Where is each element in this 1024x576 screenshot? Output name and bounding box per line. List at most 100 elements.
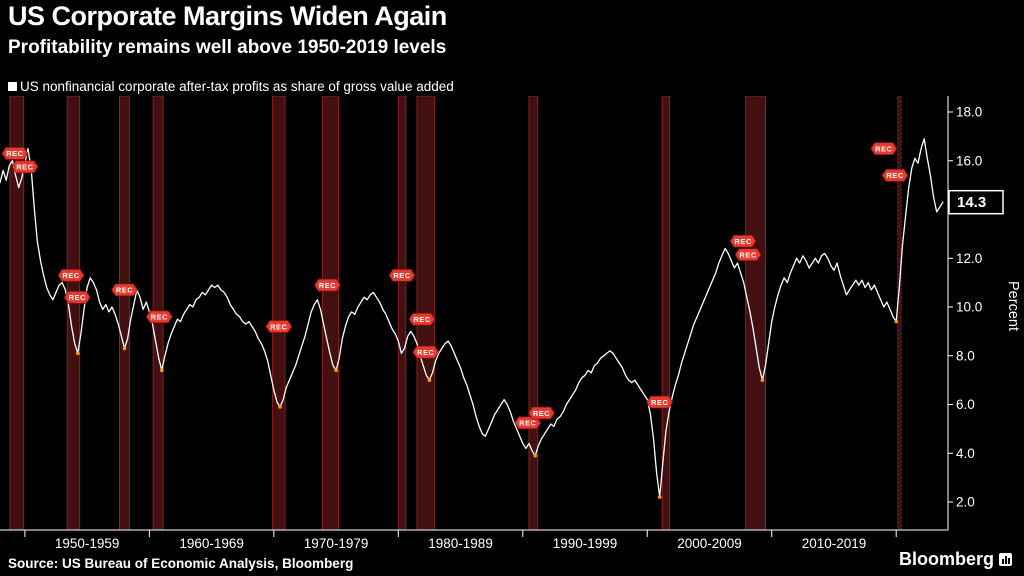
rec-tag-shape <box>11 160 39 174</box>
recession-band <box>896 96 902 531</box>
rec-tag: REC <box>265 320 293 333</box>
rec-tag: REC <box>514 416 542 430</box>
rec-tag-shape <box>514 416 542 430</box>
recession-band <box>528 96 539 531</box>
recession-band <box>745 96 767 531</box>
rec-tag-shape <box>528 406 555 420</box>
x-axis-label: 1970-1979 <box>304 536 369 551</box>
rec-tag-label: REC <box>393 271 410 280</box>
rec-tag: REC <box>729 234 757 248</box>
chart-svg: 2.04.06.08.010.012.014.016.018.0Percent1… <box>0 96 1021 551</box>
rec-tag-label: REC <box>739 250 756 259</box>
page-title: US Corporate Margins Widen Again <box>8 1 447 31</box>
rec-tag-shape <box>408 312 436 326</box>
rec-tag-label: REC <box>417 348 434 357</box>
rec-tag-shape <box>734 248 762 262</box>
x-axis-label: 1980-1989 <box>428 536 493 551</box>
rec-tag-label: REC <box>319 281 336 290</box>
y-tick-label: 6.0 <box>956 397 975 412</box>
rec-tag-shape <box>57 268 85 282</box>
last-value-box <box>948 189 1004 215</box>
trough-dot <box>894 319 899 324</box>
rec-tag-shape <box>111 283 138 297</box>
legend-label: US nonfinancial corporate after-tax prof… <box>20 79 454 94</box>
trough-dot <box>427 378 432 382</box>
legend-swatch-icon <box>8 82 17 91</box>
recession-band <box>661 96 671 531</box>
rec-tag-label: REC <box>886 171 903 180</box>
trough-dot <box>160 368 164 373</box>
rec-tag-label: REC <box>651 398 668 407</box>
bloomberg-media-icon <box>999 553 1012 566</box>
rec-tag: REC <box>408 312 436 326</box>
rec-tag: REC <box>111 283 138 297</box>
rec-tag-label: REC <box>62 271 79 280</box>
y-tick-label: 8.0 <box>956 348 975 363</box>
recession-band <box>321 96 340 531</box>
rec-tag-shape <box>870 142 898 155</box>
trough-dot <box>75 351 80 356</box>
rec-tag: REC <box>1 147 29 160</box>
last-value-label: 14.3 <box>957 194 986 211</box>
x-axis-label: 2010-2019 <box>802 536 867 551</box>
rec-tag: REC <box>412 345 440 359</box>
y-tick-label: 4.0 <box>956 446 975 461</box>
rec-tag: REC <box>870 142 898 155</box>
y-tick-label: 16.0 <box>956 153 982 168</box>
rec-tag-label: REC <box>875 144 892 153</box>
x-axis-label: 1990-1999 <box>553 536 618 551</box>
rec-tag-shape <box>646 395 674 409</box>
y-axis-title: Percent <box>1005 281 1021 331</box>
rec-tag-label: REC <box>16 163 33 172</box>
rec-tag: REC <box>388 268 416 282</box>
x-axis-label: 1960-1969 <box>179 536 244 551</box>
rec-tag-shape <box>265 320 293 333</box>
rec-tag-shape <box>145 310 173 324</box>
rec-tag-label: REC <box>69 293 86 302</box>
y-tick-label: 10.0 <box>956 300 982 315</box>
recession-band <box>118 96 130 531</box>
rec-tag-shape <box>412 345 440 359</box>
rec-tag: REC <box>313 278 341 292</box>
trough-dot <box>760 378 765 382</box>
source-text: Source: US Bureau of Economic Analysis, … <box>8 556 354 571</box>
trough-dot <box>657 495 662 499</box>
trough-dot <box>533 453 538 458</box>
rec-tag: REC <box>63 290 91 304</box>
trough-dot <box>334 368 338 373</box>
rec-tag-shape <box>1 147 29 160</box>
rec-tag-shape <box>881 169 909 182</box>
rec-tag-label: REC <box>270 322 287 331</box>
rec-tag: REC <box>57 268 85 282</box>
page-subtitle: Profitability remains well above 1950-20… <box>8 37 447 58</box>
rec-tag-label: REC <box>519 419 536 428</box>
rec-tag-label: REC <box>533 409 550 418</box>
x-axis-label: 2000-2009 <box>677 536 742 551</box>
rec-tag-shape <box>313 278 341 292</box>
recession-band <box>397 96 407 531</box>
rec-tag: REC <box>646 395 674 409</box>
rec-tag-label: REC <box>413 315 430 324</box>
series-line <box>0 138 944 498</box>
rec-tag-label: REC <box>734 237 751 246</box>
rec-tag: REC <box>11 160 39 174</box>
y-tick-label: 12.0 <box>956 251 982 266</box>
rec-tag: REC <box>734 248 762 262</box>
rec-tag-shape <box>63 290 91 304</box>
rec-tag-shape <box>388 268 416 282</box>
legend: US nonfinancial corporate after-tax prof… <box>8 79 454 94</box>
bloomberg-logo: Bloomberg <box>899 549 1012 570</box>
rec-tag: REC <box>145 310 173 324</box>
rec-tag: REC <box>528 406 555 420</box>
rec-tag-label: REC <box>151 313 168 322</box>
y-tick-label: 18.0 <box>956 105 982 120</box>
rec-tag: REC <box>881 169 909 182</box>
rec-tag-shape <box>729 234 757 248</box>
trough-dot <box>122 346 127 351</box>
rec-tag-label: REC <box>116 286 133 295</box>
trough-dot <box>278 405 282 409</box>
y-tick-label: 2.0 <box>956 495 975 510</box>
rec-tag-label: REC <box>6 149 23 158</box>
x-axis-label: 1950-1959 <box>55 536 120 551</box>
